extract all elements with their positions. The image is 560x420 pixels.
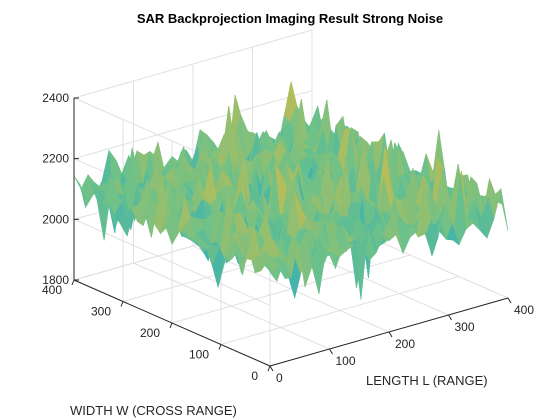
x-tick-label: 100 — [336, 354, 356, 368]
z-tick-label: 2200 — [42, 152, 69, 166]
chart-title: SAR Backprojection Imaging Result Strong… — [137, 11, 443, 26]
x-tick-mark — [388, 331, 393, 338]
y-tick-label: 400 — [42, 283, 62, 297]
y-tick-label: 200 — [140, 326, 160, 340]
x-tick-mark — [329, 348, 333, 355]
y-axis-label: WIDTH W (CROSS RANGE) — [70, 403, 237, 418]
y-tick-mark — [169, 322, 173, 329]
y-tick-mark — [218, 344, 222, 350]
x-tick-mark — [448, 314, 452, 321]
x-tick-label: 200 — [395, 337, 415, 351]
z-tick-label: 2400 — [42, 91, 69, 105]
x-tick-mark — [507, 297, 512, 304]
y-tick-mark — [120, 301, 124, 307]
x-tick-label: 0 — [276, 371, 283, 385]
x-tick-mark — [269, 365, 274, 372]
axis-layer: 1800 2000 2200 2400 0 100 200 300 400 0 100 200 300 4… — [42, 91, 534, 385]
x-tick-label: 300 — [455, 320, 475, 334]
z-tick-label: 1800 — [42, 273, 69, 287]
y-tick-mark — [267, 365, 271, 372]
back-wall-grid-line — [73, 90, 313, 160]
floor-grid-line — [171, 254, 411, 324]
x-axis-label: LENGTH L (RANGE) — [366, 373, 488, 388]
y-tick-label: 100 — [189, 348, 209, 362]
floor-grid-line — [220, 276, 460, 345]
x-tick-label: 400 — [514, 303, 534, 317]
back-wall-grid-line — [73, 29, 313, 99]
y-tick-label: 300 — [91, 305, 111, 319]
z-tick-label: 2000 — [42, 212, 69, 226]
y-tick-mark — [71, 279, 75, 286]
surface-patch — [263, 262, 278, 282]
surface-layer — [73, 81, 509, 300]
y-tick-label: 0 — [251, 369, 258, 383]
left-wall-grid-line — [73, 218, 271, 306]
